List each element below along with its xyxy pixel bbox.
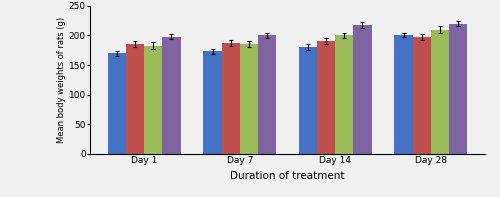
Bar: [258, 35, 276, 154]
Bar: [317, 41, 336, 154]
Bar: [126, 44, 144, 154]
Bar: [412, 37, 431, 154]
Bar: [222, 43, 240, 154]
Bar: [108, 53, 126, 154]
Bar: [162, 37, 180, 154]
Y-axis label: Mean body weights of rats (g): Mean body weights of rats (g): [57, 17, 66, 143]
Bar: [354, 25, 372, 154]
Bar: [449, 24, 467, 154]
Bar: [336, 35, 353, 154]
Bar: [431, 30, 449, 154]
Bar: [204, 51, 222, 154]
Bar: [299, 47, 317, 154]
Bar: [240, 44, 258, 154]
Bar: [394, 35, 412, 154]
Bar: [144, 46, 163, 154]
X-axis label: Duration of treatment: Duration of treatment: [230, 171, 345, 181]
